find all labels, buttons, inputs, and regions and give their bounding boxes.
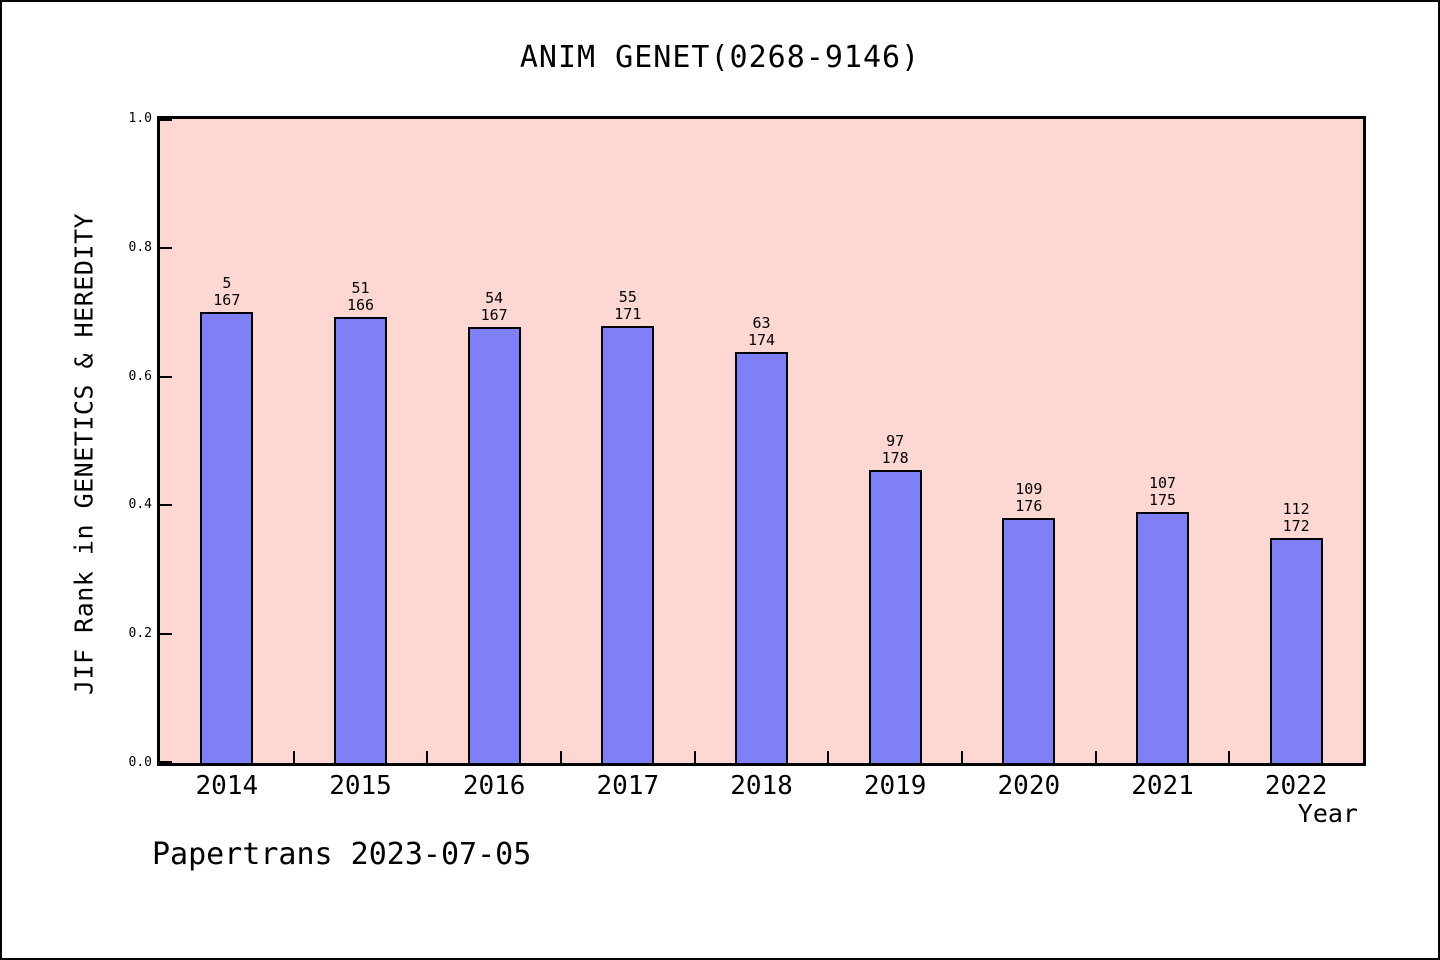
x-tick-mark [1094,751,1097,763]
bar-value-label: 63 174 [702,313,822,350]
bar-label-total: 174 [747,330,776,349]
bar-value-label: 54 167 [434,288,554,325]
x-tick-mark [560,751,562,763]
y-tick-label: 1.0 [128,111,152,126]
y-tick-mark [160,504,172,507]
x-tick-mark [426,751,429,763]
y-tick-label: 0.8 [128,239,152,255]
bar-value-label: 55 171 [568,287,688,324]
bar-2020 [1002,518,1056,763]
y-tick-mark [160,633,172,636]
x-category-label: 2015 [329,771,392,801]
bar-value-label: 107 175 [1103,473,1223,510]
x-category-label: 2020 [997,771,1061,801]
y-tick-mark [160,246,172,249]
bar-value-label: 109 176 [969,479,1089,516]
y-tick-label: 0.2 [128,626,152,642]
x-tick-mark [1228,751,1231,763]
bar-label-total: 166 [346,295,375,314]
y-axis-label: JIF Rank in GENETICS & HEREDITY [69,212,99,696]
bar-label-total: 167 [213,290,241,309]
bar-2022 [1269,538,1323,763]
bar-label-total: 176 [1015,496,1043,515]
x-category-label: 2016 [462,771,526,801]
bar-label-rank: 109 [1015,479,1043,498]
bar-label-total: 167 [480,305,508,324]
x-tick-mark [827,751,830,763]
bar-label-rank: 55 [618,287,637,306]
y-tick-label: 0.4 [128,497,152,513]
bar-label-rank: 54 [485,288,504,307]
y-tick-label: 0.0 [128,755,152,770]
bar-label-total: 172 [1282,516,1310,535]
x-category-label: 2017 [596,771,660,801]
bar-2015 [334,317,387,763]
bar-2019 [868,470,922,763]
bar-label-rank: 51 [351,278,370,297]
x-category-label: 2018 [730,771,793,801]
y-tick-mark [160,375,172,378]
bar-2018 [735,352,788,763]
bar-label-rank: 63 [752,313,771,332]
x-axis-label: Year [1297,799,1358,828]
plot-area: 5 167 51 166 54 167 55 171 63 174 97 178 109 176 107 17… [157,116,1366,766]
x-category-label: 2021 [1131,771,1194,801]
bar-label-rank: 5 [222,273,232,292]
bar-label-rank: 97 [886,431,905,450]
bar-label-rank: 107 [1148,473,1177,492]
bar-2017 [601,326,655,763]
chart-title: ANIM GENET(0268-9146) [519,40,921,75]
x-tick-mark [961,751,963,763]
x-category-label: 2019 [863,771,927,801]
bar-label-total: 178 [881,448,909,467]
x-tick-mark [292,751,295,763]
y-tick-mark [160,119,172,121]
x-tick-mark [693,751,696,763]
x-category-label: 2022 [1264,771,1328,801]
bar-2014 [200,312,254,763]
bar-2021 [1136,512,1189,763]
bar-2016 [467,327,521,763]
y-tick-mark [160,761,172,763]
bar-value-label: 51 166 [301,278,421,315]
y-tick-label: 0.6 [128,368,152,384]
bar-value-label: 97 178 [835,431,955,468]
bar-label-rank: 112 [1282,499,1310,518]
bar-value-label: 5 167 [167,273,287,310]
x-category-label: 2014 [195,771,259,801]
bar-label-total: 175 [1148,490,1177,509]
bar-value-label: 112 172 [1236,499,1356,536]
watermark-text: Papertrans 2023-07-05 [152,837,532,872]
bar-label-total: 171 [614,304,642,323]
